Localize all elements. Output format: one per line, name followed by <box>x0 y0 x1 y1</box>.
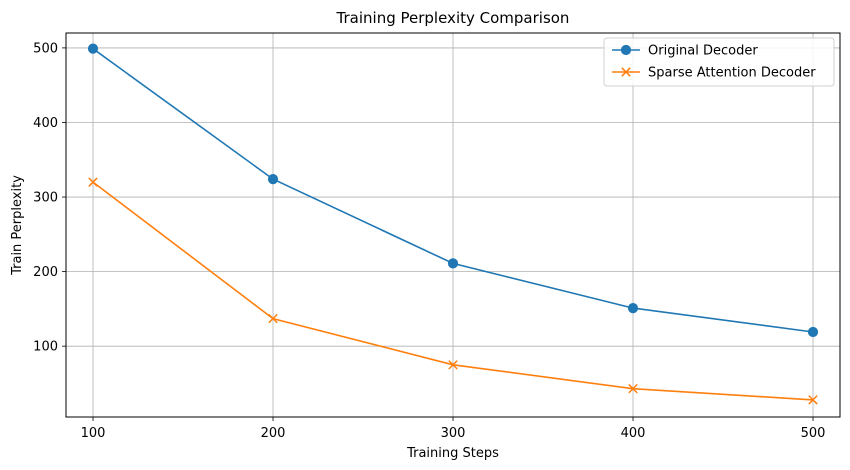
data-point <box>448 360 458 370</box>
x-tick-label: 300 <box>441 426 466 441</box>
x-tick-label: 400 <box>621 426 646 441</box>
legend-marker <box>621 67 631 77</box>
data-point <box>267 174 279 185</box>
legend-box <box>603 37 835 87</box>
y-tick-label: 100 <box>33 340 58 355</box>
y-tick-label: 500 <box>33 41 58 56</box>
y-tick-label: 300 <box>33 191 58 206</box>
legend-entry: Sparse Attention Decoder <box>612 66 816 81</box>
data-point <box>808 395 818 405</box>
chart-title: Training Perplexity Comparison <box>336 9 570 27</box>
y-axis: 100 200 300 400 500 <box>33 41 66 355</box>
y-axis-title: Train Perplexity <box>10 175 25 276</box>
legend: Original Decoder Sparse Attention Decoder <box>603 37 835 87</box>
x-axis: 100 200 300 400 500 <box>81 417 826 441</box>
legend-label: Original Decoder <box>648 44 758 59</box>
legend-marker <box>620 44 632 56</box>
data-point <box>447 258 459 269</box>
series-1 <box>87 43 819 338</box>
x-tick-label: 100 <box>81 426 106 441</box>
series-2 <box>88 177 818 405</box>
data-point <box>807 326 819 338</box>
x-axis-title: Training Steps <box>406 446 499 461</box>
data-point <box>87 43 99 54</box>
legend-label: Sparse Attention Decoder <box>648 66 816 81</box>
data-point <box>628 383 638 394</box>
y-tick-label: 200 <box>33 265 58 280</box>
grid <box>66 33 840 417</box>
data-point <box>268 313 278 324</box>
x-tick-label: 200 <box>261 426 286 441</box>
series-layer <box>87 43 819 405</box>
y-tick-label: 400 <box>33 116 58 131</box>
legend-entry: Original Decoder <box>612 44 758 59</box>
data-point <box>627 303 639 314</box>
data-point <box>88 177 98 187</box>
x-tick-label: 500 <box>801 426 826 441</box>
